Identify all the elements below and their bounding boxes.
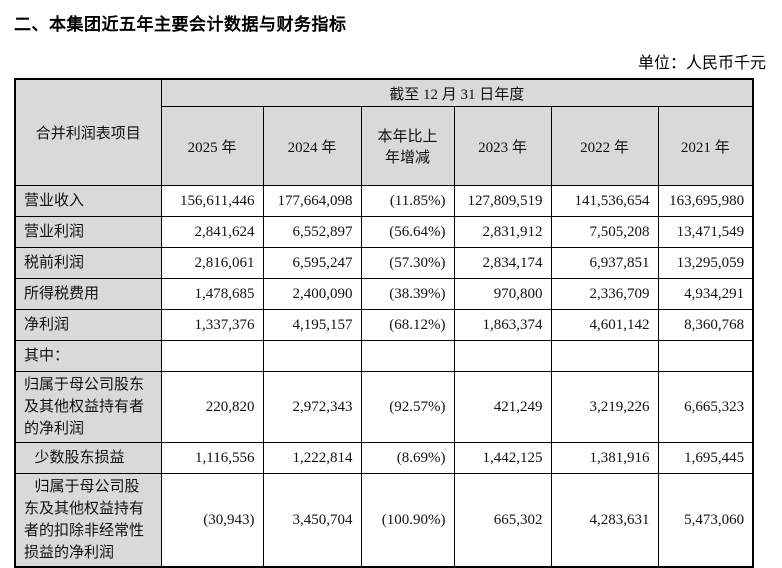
value-cell: 4,601,142	[550, 309, 659, 341]
value-cell: 5,473,060	[657, 473, 754, 568]
value-cell: 163,695,980	[657, 185, 754, 217]
table-row: 营业收入 156,611,446 177,664,098 (11.85%) 127,80…	[14, 185, 754, 217]
year-header-2025: 2025 年	[160, 106, 264, 186]
value-cell	[160, 340, 264, 372]
value-cell: 1,863,374	[453, 309, 552, 341]
value-cell: 2,816,061	[160, 247, 264, 279]
table-row: 税前利润 2,816,061 6,595,247 (57.30%) 2,834,174 6…	[14, 247, 754, 279]
year-header-2024: 2024 年	[262, 106, 362, 186]
value-cell: (100.90%)	[360, 473, 455, 568]
value-cell: (11.85%)	[360, 185, 455, 217]
value-cell: 1,337,376	[160, 309, 264, 341]
table-row: 其中：	[14, 340, 754, 372]
value-cell: (56.64%)	[360, 216, 455, 248]
value-cell	[657, 340, 754, 372]
value-cell: 2,841,624	[160, 216, 264, 248]
value-cell: 1,442,125	[453, 442, 552, 474]
value-cell: 177,664,098	[262, 185, 362, 217]
table-row: 归属于母公司股东及其他权益持有者的净利润 220,820 2,972,343 (92.…	[14, 371, 754, 443]
row-label-cell: 归属于母公司股东及其他权益持有者的扣除非经常性损益的净利润	[14, 473, 162, 568]
financial-table: 合并利润表项目 截至 12 月 31 日年度 2025 年 2024 年 本年比…	[14, 78, 755, 568]
value-cell: (38.39%)	[360, 278, 455, 310]
row-label-cell: 少数股东损益	[14, 442, 162, 474]
row-label-cell: 净利润	[14, 309, 162, 341]
year-header-2022: 2022 年	[550, 106, 659, 186]
section-title: 二、本集团近五年主要会计数据与财务指标	[14, 15, 347, 34]
value-cell: 6,665,323	[657, 371, 754, 443]
value-cell: 3,450,704	[262, 473, 362, 568]
value-cell: 4,195,157	[262, 309, 362, 341]
period-header-cell: 截至 12 月 31 日年度	[160, 78, 754, 107]
value-cell: (92.57%)	[360, 371, 455, 443]
value-cell: (30,943)	[160, 473, 264, 568]
row-label-cell: 所得税费用	[14, 278, 162, 310]
value-cell: 1,478,685	[160, 278, 264, 310]
value-cell: 127,809,519	[453, 185, 552, 217]
value-cell: 1,222,814	[262, 442, 362, 474]
table-row: 营业利润 2,841,624 6,552,897 (56.64%) 2,831,912 7…	[14, 216, 754, 248]
table-row: 所得税费用 1,478,685 2,400,090 (38.39%) 970,800 2,…	[14, 278, 754, 310]
value-cell: 13,295,059	[657, 247, 754, 279]
value-cell	[453, 340, 552, 372]
unit-label: 单位：人民币千元	[637, 55, 766, 72]
table-row: 归属于母公司股东及其他权益持有者的扣除非经常性损益的净利润 (30,943) 3,4…	[14, 473, 754, 568]
table-row: 少数股东损益 1,116,556 1,222,814 (8.69%) 1,442,125…	[14, 442, 754, 474]
row-label-cell: 营业收入	[14, 185, 162, 217]
value-cell: 2,834,174	[453, 247, 552, 279]
year-header-2023: 2023 年	[453, 106, 552, 186]
value-cell: 4,283,631	[550, 473, 659, 568]
value-cell: 970,800	[453, 278, 552, 310]
value-cell: (8.69%)	[360, 442, 455, 474]
value-cell: 156,611,446	[160, 185, 264, 217]
value-cell: 6,552,897	[262, 216, 362, 248]
row-label-cell: 其中：	[14, 340, 162, 372]
value-cell	[262, 340, 362, 372]
value-cell: (68.12%)	[360, 309, 455, 341]
value-cell: 421,249	[453, 371, 552, 443]
row-label-cell: 营业利润	[14, 216, 162, 248]
value-cell: 4,934,291	[657, 278, 754, 310]
value-cell: 1,695,445	[657, 442, 754, 474]
corner-header-cell: 合并利润表项目	[14, 78, 162, 186]
value-cell: 6,937,851	[550, 247, 659, 279]
value-cell: 2,972,343	[262, 371, 362, 443]
value-cell: 141,536,654	[550, 185, 659, 217]
table-body: 营业收入 156,611,446 177,664,098 (11.85%) 127,80…	[14, 185, 754, 568]
value-cell: 1,381,916	[550, 442, 659, 474]
value-cell: 665,302	[453, 473, 552, 568]
value-cell	[550, 340, 659, 372]
value-cell	[360, 340, 455, 372]
table-row: 净利润 1,337,376 4,195,157 (68.12%) 1,863,374 4,…	[14, 309, 754, 341]
value-cell: 3,219,226	[550, 371, 659, 443]
yoy-change-header: 本年比上 年增减	[360, 106, 455, 186]
report-page: 二、本集团近五年主要会计数据与财务指标 单位：人民币千元 合并利润表项目 截至 …	[14, 15, 766, 568]
value-cell: 2,336,709	[550, 278, 659, 310]
value-cell: 220,820	[160, 371, 264, 443]
year-header-2021: 2021 年	[657, 106, 754, 186]
row-label-cell: 税前利润	[14, 247, 162, 279]
value-cell: 6,595,247	[262, 247, 362, 279]
value-cell: 2,831,912	[453, 216, 552, 248]
value-cell: 7,505,208	[550, 216, 659, 248]
row-label-cell: 归属于母公司股东及其他权益持有者的净利润	[14, 371, 162, 443]
value-cell: 8,360,768	[657, 309, 754, 341]
value-cell: 2,400,090	[262, 278, 362, 310]
table-header: 合并利润表项目 截至 12 月 31 日年度 2025 年 2024 年 本年比…	[14, 78, 754, 186]
value-cell: (57.30%)	[360, 247, 455, 279]
value-cell: 1,116,556	[160, 442, 264, 474]
value-cell: 13,471,549	[657, 216, 754, 248]
